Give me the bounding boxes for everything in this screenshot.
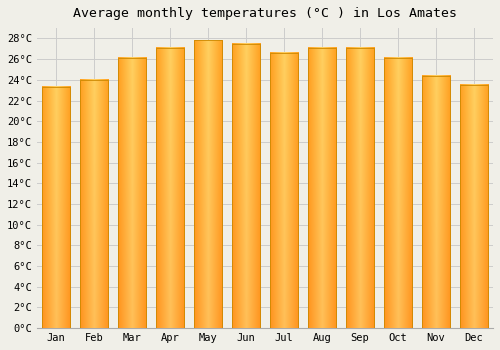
- Bar: [422, 76, 450, 328]
- Title: Average monthly temperatures (°C ) in Los Amates: Average monthly temperatures (°C ) in Lo…: [73, 7, 457, 20]
- Bar: [80, 80, 108, 328]
- Bar: [270, 53, 298, 328]
- Bar: [308, 48, 336, 328]
- Bar: [346, 48, 374, 328]
- Bar: [384, 58, 412, 328]
- Bar: [156, 48, 184, 328]
- Bar: [118, 58, 146, 328]
- Bar: [460, 85, 488, 328]
- Bar: [194, 41, 222, 328]
- Bar: [42, 87, 70, 328]
- Bar: [232, 44, 260, 328]
